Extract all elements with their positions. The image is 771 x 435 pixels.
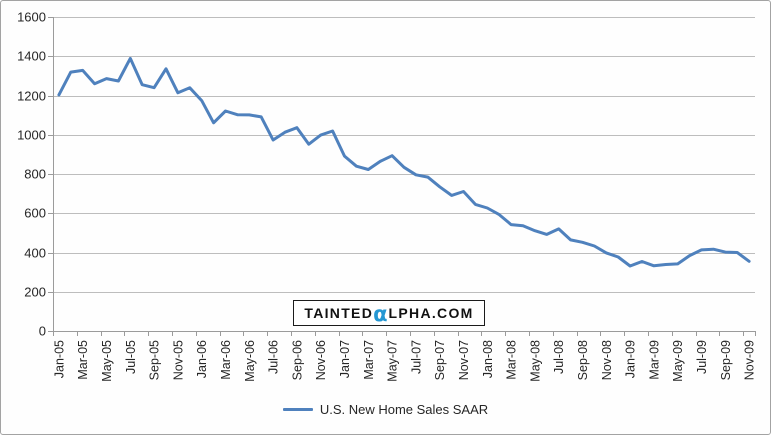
x-axis-tick-label: Mar-09: [647, 340, 661, 380]
x-axis-tick-label: Jul-08: [552, 340, 566, 374]
x-axis-tick-label: Mar-07: [362, 340, 376, 380]
x-axis-tick-label: Nov-05: [171, 340, 185, 380]
watermark-text-left: TAINTED: [304, 305, 374, 321]
x-axis-tick-label: May-06: [243, 340, 257, 382]
x-axis-tick-label: May-08: [528, 340, 542, 382]
x-axis-tick-label: Sep-09: [719, 340, 733, 380]
watermark-text-right: LPHA.COM: [388, 305, 474, 321]
y-axis-tick-label: 1000: [17, 128, 46, 143]
x-axis-tick-label: Jan-08: [481, 340, 495, 378]
x-axis-tick-label: Jul-06: [267, 340, 281, 374]
alpha-glyph-icon: α: [373, 301, 388, 326]
x-axis-tick-label: Jan-05: [52, 340, 66, 378]
x-axis-tick-label: Jan-07: [338, 340, 352, 378]
y-axis-tick-label: 800: [24, 167, 46, 182]
x-axis-tick-label: Jan-09: [624, 340, 638, 378]
x-axis-tick-label: Nov-09: [743, 340, 757, 380]
y-axis-tick-label: 400: [24, 246, 46, 261]
x-axis-tick-label: Nov-08: [600, 340, 614, 380]
legend-line-sample: [282, 408, 313, 411]
y-axis-tick-label: 1200: [17, 89, 46, 104]
legend-series-label: U.S. New Home Sales SAAR: [319, 402, 489, 417]
y-axis-tick-label: 200: [24, 285, 46, 300]
y-axis-tick-label: 1600: [17, 10, 46, 25]
y-axis-tick-label: 1400: [17, 49, 46, 64]
y-axis-tick-label: 600: [24, 206, 46, 221]
x-axis-tick-label: Jul-07: [409, 340, 423, 374]
x-axis-tick-label: Jul-09: [695, 340, 709, 374]
x-axis-tick-label: Sep-07: [433, 340, 447, 380]
watermark-logo: TAINTED α LPHA.COM: [293, 300, 485, 326]
x-axis-tick-label: Mar-06: [219, 340, 233, 380]
x-axis-tick-label: Sep-08: [576, 340, 590, 380]
x-axis-tick-label: Jul-05: [124, 340, 138, 374]
x-axis-tick-label: May-05: [100, 340, 114, 382]
x-axis-tick-label: Jan-06: [195, 340, 209, 378]
x-axis-tick-label: Sep-05: [148, 340, 162, 380]
x-axis-tick-label: Sep-06: [290, 340, 304, 380]
legend: U.S. New Home Sales SAAR: [1, 402, 770, 417]
x-axis-tick-label: May-09: [671, 340, 685, 382]
x-axis-tick-label: Nov-07: [457, 340, 471, 380]
sales-line-series: [57, 56, 751, 268]
y-axis-tick-label: 0: [39, 324, 46, 339]
x-axis-tick-label: Mar-05: [76, 340, 90, 380]
x-axis-tick-label: Nov-06: [314, 340, 328, 380]
x-axis-tick-label: Mar-08: [505, 340, 519, 380]
x-axis-tick-label: May-07: [386, 340, 400, 382]
